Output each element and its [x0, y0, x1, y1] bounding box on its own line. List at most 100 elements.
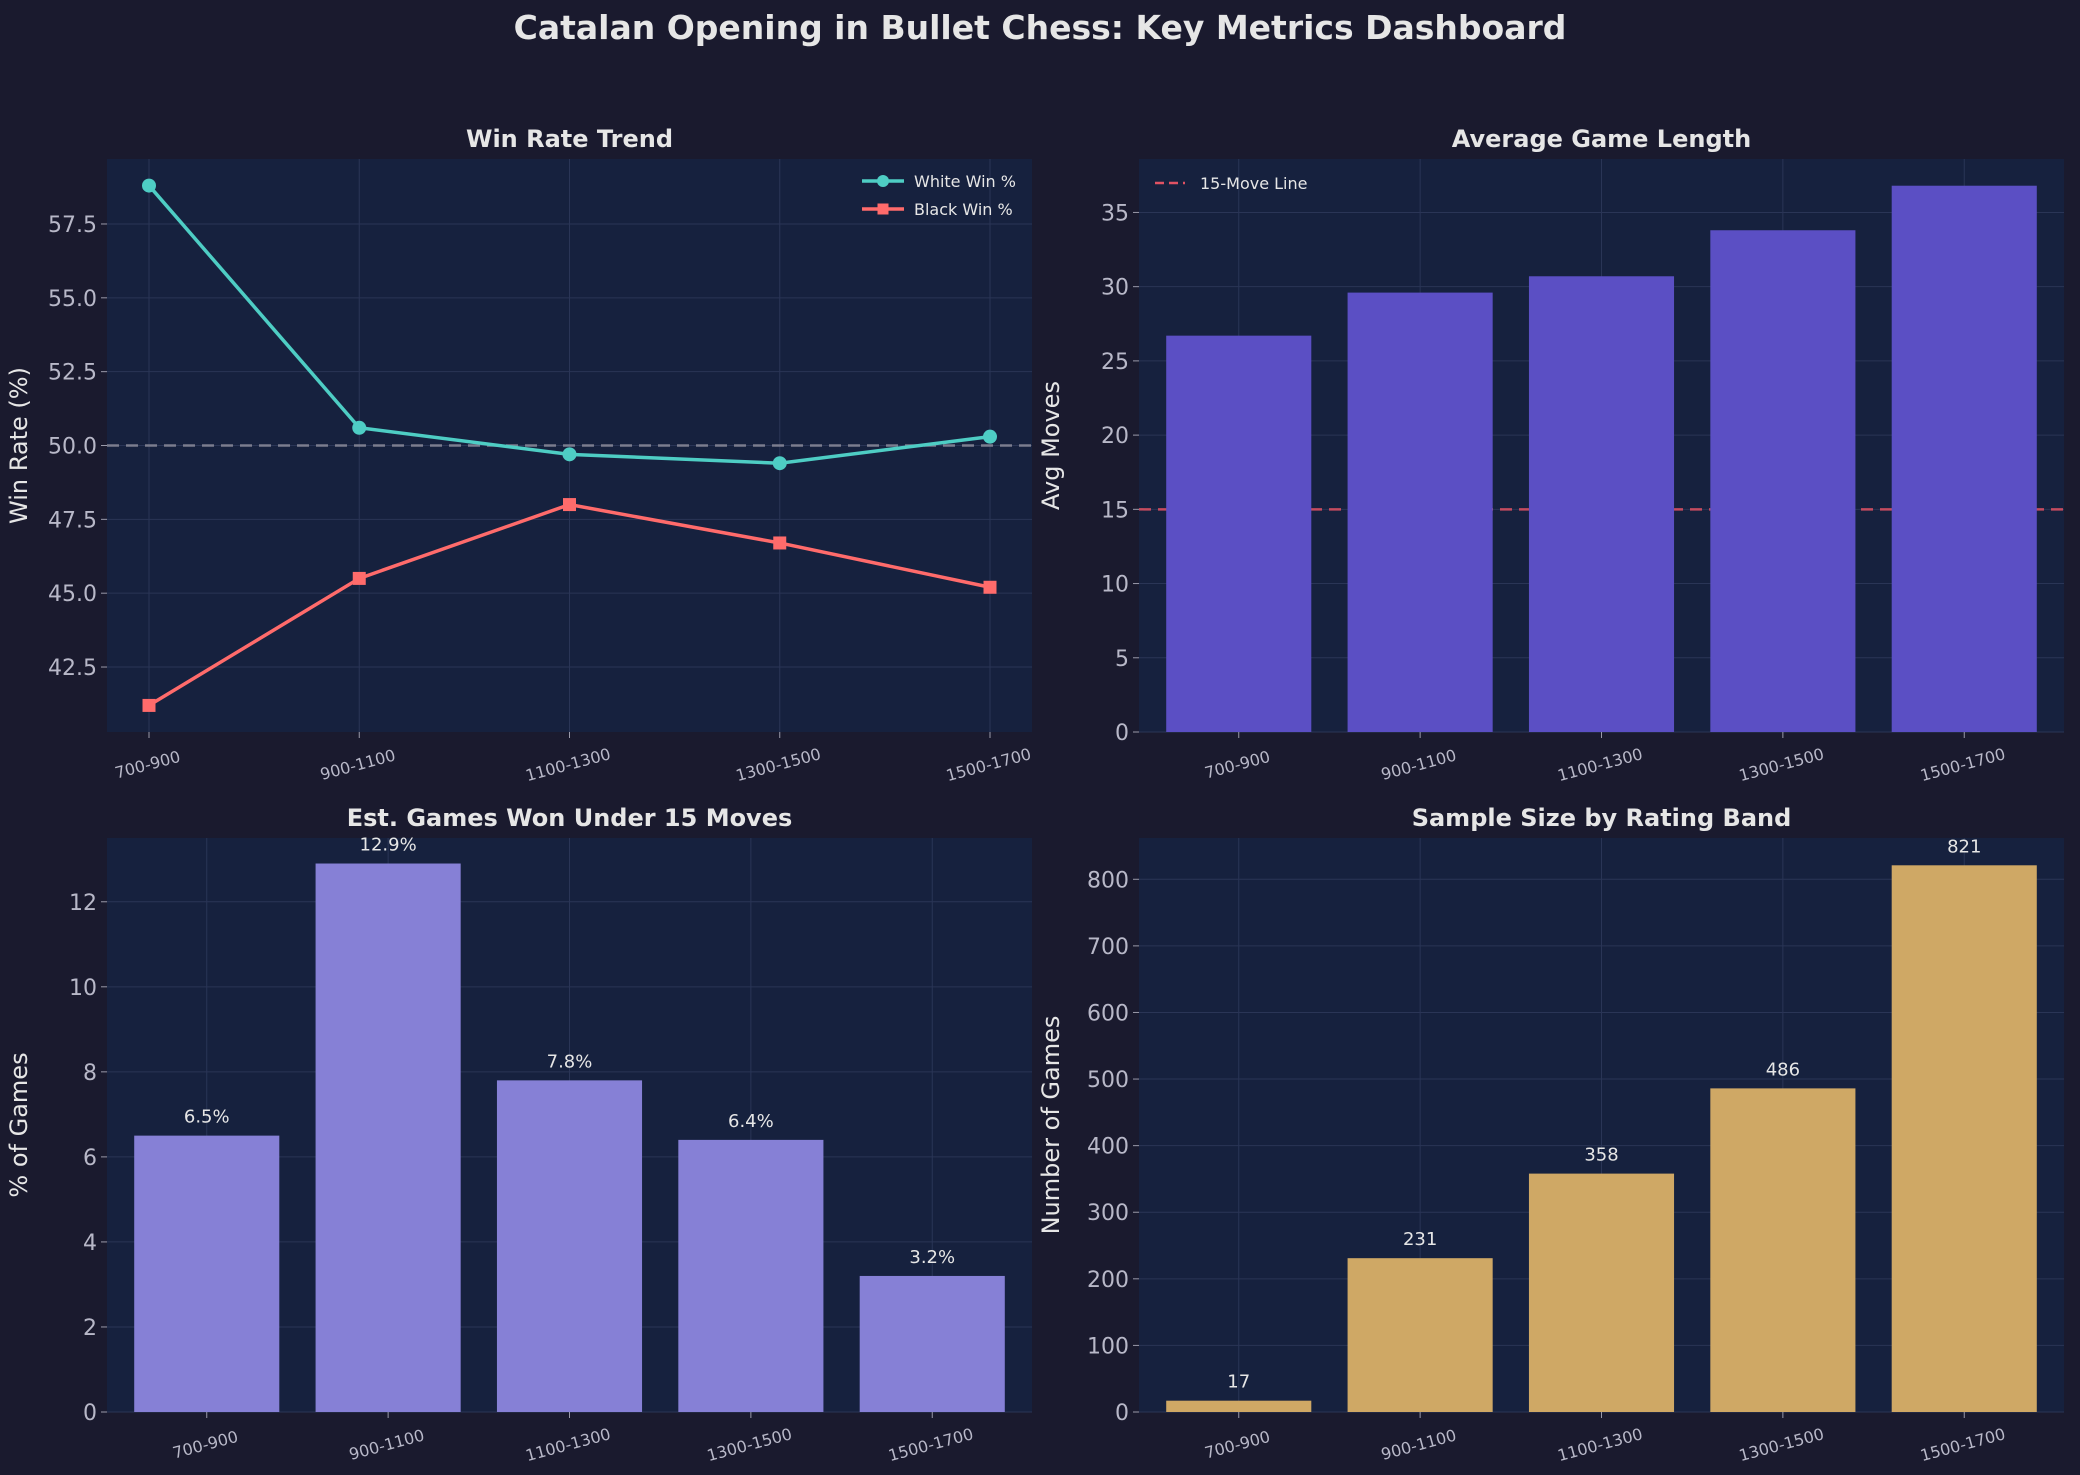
data-point [142, 698, 156, 712]
bar [1528, 276, 1675, 732]
y-axis-label: Win Rate (%) [5, 367, 33, 524]
page-title: Catalan Opening in Bullet Chess: Key Met… [513, 8, 1567, 47]
bar [315, 863, 461, 1412]
y-tick-label: 8 [83, 1061, 97, 1086]
chart-title: Est. Games Won Under 15 Moves [347, 804, 793, 832]
data-label: 7.8% [547, 1051, 593, 1072]
y-tick-label: 300 [1087, 1201, 1129, 1226]
x-tick-label: 1100-1300 [523, 744, 612, 785]
data-label: 486 [1766, 1059, 1800, 1080]
legend: 15-Move Line [1155, 174, 1307, 193]
x-tick-label: 1100-1300 [523, 1424, 612, 1465]
x-tick-label: 1300-1500 [1737, 1424, 1826, 1465]
y-tick-label: 57.5 [48, 213, 97, 238]
x-tick-label: 1100-1300 [1555, 1424, 1644, 1465]
x-tick-label: 1100-1300 [1555, 744, 1644, 785]
x-tick-label: 1500-1700 [1918, 1424, 2007, 1465]
legend: White Win % Black Win % [862, 172, 1016, 219]
data-label: 17 [1227, 1372, 1250, 1393]
data-label: 6.5% [184, 1107, 230, 1128]
x-tick-label: 700-900 [113, 747, 182, 783]
y-tick-label: 0 [1115, 721, 1129, 746]
chart-title: Average Game Length [1452, 125, 1751, 153]
y-tick-label: 800 [1087, 868, 1129, 893]
x-tick-label: 1300-1500 [1737, 744, 1826, 785]
game-length-chart: 0 5 10 15 20 25 30 35 700-900 900-1100 1100-1300 13… [1037, 125, 2064, 785]
y-tick-label: 30 [1101, 276, 1129, 301]
data-label: 3.2% [909, 1247, 955, 1268]
y-tick-label: 10 [69, 976, 97, 1001]
bar [496, 1080, 643, 1412]
y-tick-label: 45.0 [48, 582, 97, 607]
data-point [563, 498, 576, 512]
data-point [983, 580, 997, 594]
x-tick-label: 900-1100 [1379, 746, 1458, 784]
x-tick-label: 900-1100 [347, 1426, 426, 1464]
bar [1347, 1258, 1493, 1412]
bar [1891, 865, 2037, 1412]
y-tick-label: 2 [83, 1316, 97, 1341]
y-tick-label: 47.5 [48, 508, 97, 533]
bar [1710, 1088, 1856, 1412]
legend-label: Black Win % [914, 200, 1013, 219]
y-tick-label: 100 [1087, 1334, 1129, 1359]
data-label: 6.4% [728, 1111, 774, 1132]
y-tick-label: 15 [1101, 498, 1129, 523]
data-point [352, 571, 366, 585]
y-tick-label: 0 [1115, 1401, 1129, 1426]
y-tick-label: 55.0 [48, 287, 97, 312]
x-tick-label: 700-900 [1203, 747, 1272, 783]
bar [134, 1135, 280, 1412]
data-label: 231 [1403, 1229, 1437, 1250]
y-tick-label: 6 [83, 1146, 97, 1171]
sample-size-chart: 0 100 200 300 400 500 600 700 800 700-900 900-1100… [1037, 804, 2064, 1465]
win-rate-chart: 42.5 45.0 47.5 50.0 52.5 55.0 57.5 700-900 900-1… [5, 125, 1033, 785]
x-tick-label: 1300-1500 [705, 1424, 794, 1465]
y-tick-label: 42.5 [48, 656, 97, 681]
x-tick-label: 700-900 [171, 1427, 240, 1463]
y-tick-label: 400 [1087, 1135, 1129, 1160]
data-point [983, 429, 997, 444]
chart-title: Win Rate Trend [466, 125, 673, 153]
x-tick-label: 1500-1700 [886, 1424, 975, 1465]
legend-label: 15-Move Line [1200, 174, 1307, 193]
y-tick-label: 52.5 [48, 361, 97, 386]
bar [859, 1275, 1005, 1412]
x-tick-label: 900-1100 [1379, 1426, 1458, 1464]
x-tick-label: 1300-1500 [734, 744, 823, 785]
y-tick-label: 5 [1115, 647, 1129, 672]
y-tick-label: 35 [1101, 201, 1129, 226]
y-tick-label: 4 [83, 1231, 97, 1256]
data-point [773, 536, 787, 550]
y-axis-label: Number of Games [1037, 1016, 1065, 1235]
y-axis-label: Avg Moves [1037, 381, 1065, 510]
y-tick-label: 0 [83, 1401, 97, 1426]
bar [1710, 230, 1856, 732]
data-point [772, 456, 787, 471]
y-tick-label: 200 [1087, 1268, 1129, 1293]
x-tick-label: 700-900 [1203, 1427, 1272, 1463]
legend-label: White Win % [914, 172, 1016, 191]
y-tick-label: 50.0 [48, 435, 97, 460]
x-tick-label: 1500-1700 [1918, 744, 2007, 785]
x-tick-label: 1500-1700 [944, 744, 1033, 785]
legend-marker [877, 175, 889, 187]
bar [1166, 1400, 1312, 1412]
legend-marker [877, 203, 889, 215]
bar [1528, 1173, 1675, 1412]
x-tick-label: 900-1100 [318, 746, 397, 784]
data-label: 12.9% [360, 835, 417, 856]
y-tick-label: 500 [1087, 1068, 1129, 1093]
y-tick-label: 600 [1087, 1001, 1129, 1026]
data-point [352, 420, 367, 435]
bar [1166, 335, 1312, 732]
chart-title: Sample Size by Rating Band [1412, 804, 1792, 832]
early-wins-chart: 0 2 4 6 8 10 12 700-900 900-1100 1100-1300 1300-15… [5, 804, 1032, 1465]
data-point [142, 178, 156, 193]
bar [1347, 292, 1493, 732]
y-tick-label: 700 [1087, 935, 1129, 960]
data-label: 821 [1947, 836, 1981, 857]
y-axis-label: % of Games [5, 1052, 33, 1197]
